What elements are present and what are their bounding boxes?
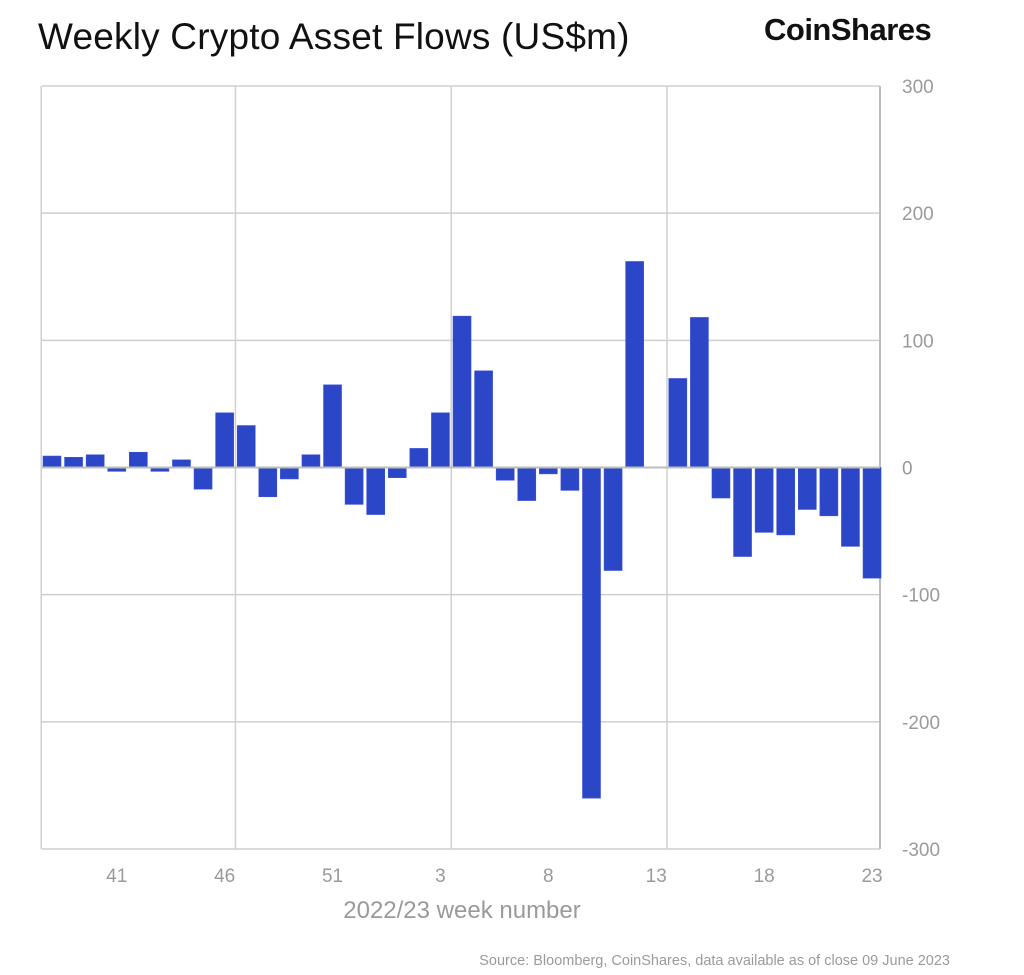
- bar: [344, 467, 364, 505]
- x-tick-label: 18: [754, 866, 775, 887]
- y-tick-label: 0: [902, 459, 913, 480]
- bar: [668, 378, 688, 468]
- bar: [172, 459, 191, 468]
- x-tick-label: 41: [106, 866, 127, 887]
- bar: [236, 425, 256, 468]
- bar: [625, 261, 644, 468]
- x-tick-label: 46: [214, 866, 235, 887]
- y-tick-label: 300: [902, 77, 934, 98]
- x-axis-label: 2022/23 week number: [343, 897, 581, 924]
- bar: [452, 315, 472, 468]
- bar: [819, 467, 839, 517]
- bar: [776, 467, 796, 536]
- bar: [711, 467, 731, 499]
- bar: [280, 467, 299, 480]
- y-tick-label: -300: [902, 840, 940, 861]
- bar: [193, 467, 213, 490]
- y-tick-label: -200: [902, 713, 940, 734]
- bar: [517, 467, 537, 501]
- y-tick-label: -100: [902, 586, 940, 607]
- coinshares-logo: CoinShares: [764, 12, 932, 47]
- bar: [323, 384, 342, 468]
- bar: [387, 467, 407, 478]
- bar: [366, 467, 386, 515]
- bar: [862, 467, 882, 579]
- bar: [474, 370, 493, 468]
- bar: [797, 467, 817, 510]
- bar: [733, 467, 752, 557]
- bar: [495, 467, 515, 481]
- bar: [215, 412, 234, 468]
- bar: [690, 317, 709, 468]
- x-tick-label: 8: [543, 866, 554, 887]
- bar: [301, 454, 321, 468]
- bar: [129, 451, 148, 468]
- bar: [582, 467, 601, 799]
- bar: [258, 467, 278, 498]
- source-note: Source: Bloomberg, CoinShares, data avai…: [479, 953, 950, 969]
- bar: [603, 467, 623, 571]
- bar: [560, 467, 580, 491]
- bar: [754, 467, 774, 533]
- bar: [841, 467, 860, 547]
- y-tick-label: 100: [902, 331, 934, 352]
- chart-title: Weekly Crypto Asset Flows (US$m): [38, 16, 630, 57]
- bar: [64, 457, 83, 468]
- x-tick-label: 51: [322, 866, 343, 887]
- bar: [431, 412, 450, 468]
- x-tick-label: 23: [861, 866, 882, 887]
- bar: [42, 455, 62, 468]
- x-tick-label: 13: [646, 866, 667, 887]
- bar: [409, 448, 429, 468]
- bar: [85, 454, 105, 468]
- y-tick-label: 200: [902, 204, 934, 225]
- x-tick-label: 3: [435, 866, 446, 887]
